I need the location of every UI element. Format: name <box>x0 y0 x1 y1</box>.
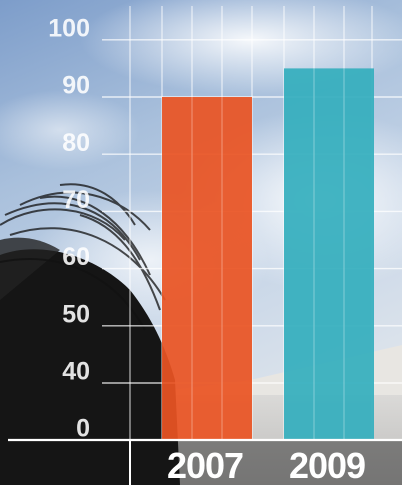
y-tick-label-100: 100 <box>48 14 90 42</box>
y-tick-label-80: 80 <box>62 129 90 157</box>
x-category-label-2007: 2007 <box>167 445 243 485</box>
y-tick-label-70: 70 <box>62 186 90 214</box>
y-tick-label-50: 50 <box>62 300 90 328</box>
y-tick-label-60: 60 <box>62 243 90 271</box>
y-tick-label-90: 90 <box>62 72 90 100</box>
y-axis-tick-labels: 0 40 50 60 70 80 90 100 <box>48 14 90 442</box>
y-tick-label-0: 0 <box>76 415 90 443</box>
bar-2009 <box>284 68 374 441</box>
bars <box>162 68 374 441</box>
bar-2007 <box>162 97 252 440</box>
x-axis-category-labels: 2007 2009 <box>167 445 366 485</box>
axes <box>8 438 402 485</box>
x-category-label-2009: 2009 <box>289 445 365 485</box>
y-tick-label-40: 40 <box>62 358 90 386</box>
